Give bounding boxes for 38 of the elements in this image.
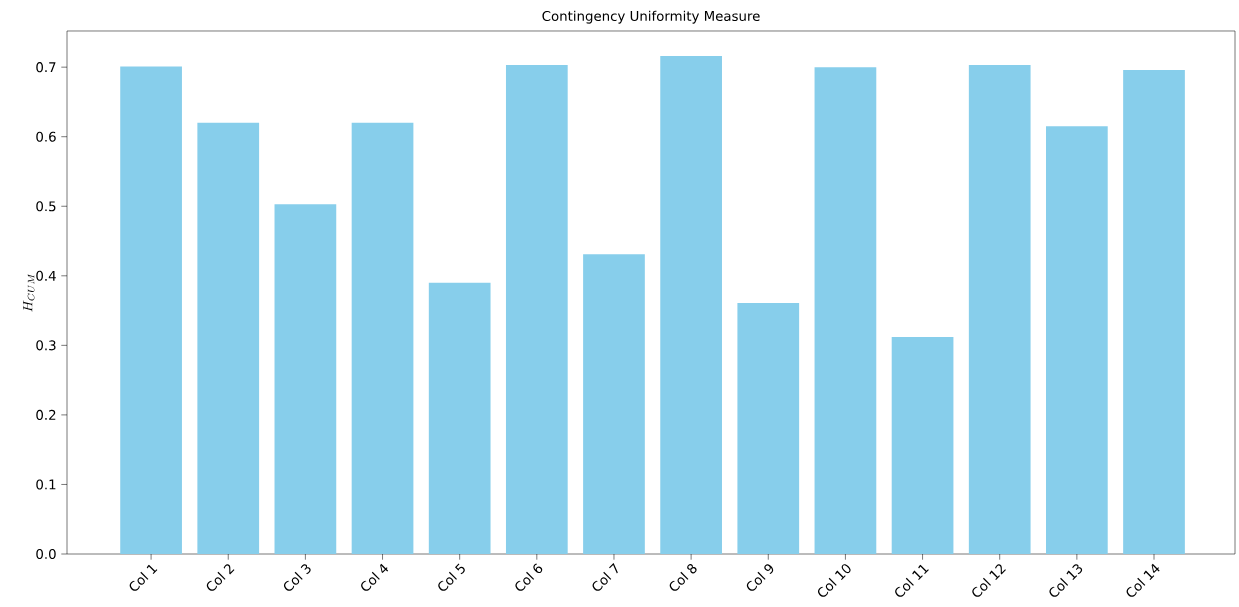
y-tick-label: 0.5: [36, 201, 56, 212]
x-tick-label: Col 8: [669, 563, 697, 591]
bar: [1123, 69, 1185, 554]
bar: [505, 65, 568, 554]
bar: [120, 66, 182, 554]
bar: [814, 67, 877, 554]
x-tick-label: Col 4: [361, 563, 389, 591]
y-tick-label: 0.1: [36, 479, 56, 490]
x-tick-label: Col 5: [438, 563, 465, 591]
x-tick-label: Col 11: [895, 564, 929, 597]
bar: [891, 337, 954, 554]
y-tick-label: 0.6: [36, 131, 56, 142]
bar: [197, 122, 260, 554]
bar: [583, 254, 645, 554]
bar: [428, 282, 491, 554]
bar: [737, 302, 800, 554]
chart-title: Contingency Uniformity Measure: [542, 10, 760, 24]
x-tick-label: Col 6: [515, 563, 543, 591]
bar: [351, 122, 414, 554]
x-tick-label: Col 13: [1049, 564, 1083, 597]
y-tick-label: 0.3: [36, 340, 56, 351]
y-tick-label: 0.7: [36, 62, 56, 73]
x-tick-label: Col 7: [592, 563, 618, 591]
x-tick-label: Col 14: [1126, 563, 1160, 597]
bar: [660, 56, 722, 554]
x-tick-label: Col 10: [817, 564, 851, 597]
bar: [1046, 126, 1108, 554]
x-tick-label: Col 9: [746, 564, 774, 591]
y-tick-label: 0.4: [36, 270, 56, 281]
x-tick-label: Col 2: [206, 564, 235, 591]
x-tick-label: Col 1: [129, 564, 158, 591]
bar: [968, 65, 1031, 554]
y-tick-label: 0.0: [36, 548, 56, 560]
y-tick-label: 0.2: [36, 409, 56, 420]
x-tick-label: Col 3: [283, 564, 311, 591]
x-tick-label: Col 12: [972, 564, 1006, 597]
y-axis-title: $H_{CUM}$: [23, 273, 35, 312]
bar: [274, 204, 337, 554]
